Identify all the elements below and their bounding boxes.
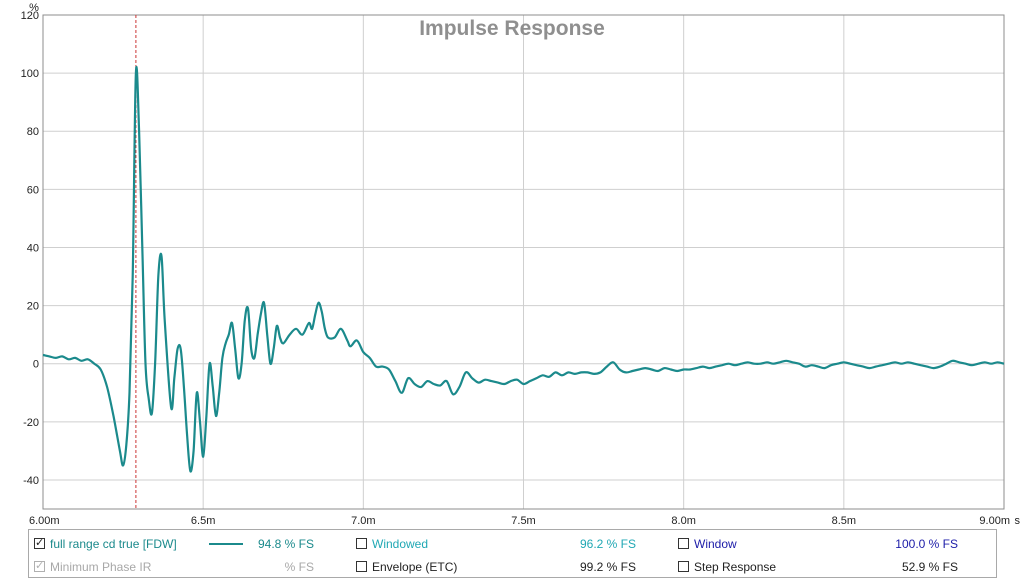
- legend-label: Minimum Phase IR: [50, 560, 152, 574]
- legend-checkbox-full-range-cd-true-fdw[interactable]: [34, 536, 45, 550]
- legend-checkbox-envelope-etc[interactable]: [356, 561, 367, 572]
- x-axis-unit-label: s: [1015, 515, 1021, 527]
- y-tick-label: 80: [27, 126, 39, 138]
- legend-item-envelope-etc: Envelope (ETC) 99.2 % FS: [29, 559, 996, 575]
- legend-checkbox-window[interactable]: [678, 538, 689, 549]
- legend-value: 99.2 % FS: [579, 560, 636, 574]
- legend-color-swatch: [209, 543, 243, 545]
- series-line-full-range: [42, 65, 1005, 473]
- legend-panel: full range cd true [FDW]94.8 % FSWindowe…: [28, 529, 997, 578]
- legend-checkbox-windowed[interactable]: [356, 538, 367, 549]
- chart-title: Impulse Response: [419, 17, 605, 40]
- impulse-response-chart: 120 100 80 60 40 20 0 -20 -40 6.00m 6.5m 7.0m 7.5m 8…: [21, 2, 1021, 527]
- legend-value: 100.0 % FS: [895, 537, 958, 551]
- y-tick-label: 40: [27, 242, 39, 254]
- x-tick-label: 6.00m: [29, 515, 60, 527]
- legend-item-full-range-cd-true-fdw: full range cd true [FDW] 94.8 % FS: [29, 536, 996, 552]
- legend-label: full range cd true [FDW]: [50, 537, 177, 551]
- legend-value: % FS: [284, 560, 314, 574]
- legend-label: Step Response: [694, 560, 777, 574]
- y-tick-label: 20: [27, 301, 39, 313]
- legend-item-step-response: Step Response 52.9 % FS: [29, 559, 996, 575]
- legend-value: 52.9 % FS: [901, 560, 958, 574]
- y-tick-label: -40: [23, 475, 39, 487]
- x-tick-label: 9.00m: [979, 515, 1010, 527]
- y-tick-label: -20: [23, 417, 39, 429]
- legend-item-windowed: Windowed 96.2 % FS: [29, 536, 996, 552]
- x-tick-label: 6.5m: [191, 515, 215, 527]
- legend-label: Window: [694, 537, 737, 551]
- legend-label: Windowed: [372, 537, 429, 551]
- y-tick-label: 0: [33, 359, 39, 371]
- x-tick-label: 8.0m: [671, 515, 695, 527]
- legend-item-window: Window 100.0 % FS: [29, 536, 996, 552]
- legend-value: 96.2 % FS: [579, 537, 636, 551]
- x-tick-label: 8.5m: [832, 515, 856, 527]
- legend-checkbox-minimum-phase-ir: [34, 559, 45, 573]
- x-tick-label: 7.5m: [511, 515, 535, 527]
- legend-checkbox-step-response[interactable]: [678, 561, 689, 572]
- legend-label: Envelope (ETC): [372, 560, 458, 574]
- grid-lines: [42, 14, 1005, 509]
- x-axis: 6.00m 6.5m 7.0m 7.5m 8.0m 8.5m 9.00m: [29, 515, 1010, 527]
- y-tick-label: 100: [21, 68, 39, 80]
- y-axis-unit-label: %: [29, 2, 39, 14]
- y-tick-label: 120: [21, 10, 39, 22]
- y-tick-label: 60: [27, 184, 39, 196]
- legend-item-minimum-phase-ir: Minimum Phase IR % FS: [29, 559, 996, 575]
- y-axis: 120 100 80 60 40 20 0 -20 -40: [21, 10, 39, 487]
- legend-value: 94.8 % FS: [257, 537, 314, 551]
- plot-frame: [42, 14, 1005, 510]
- x-tick-label: 7.0m: [351, 515, 375, 527]
